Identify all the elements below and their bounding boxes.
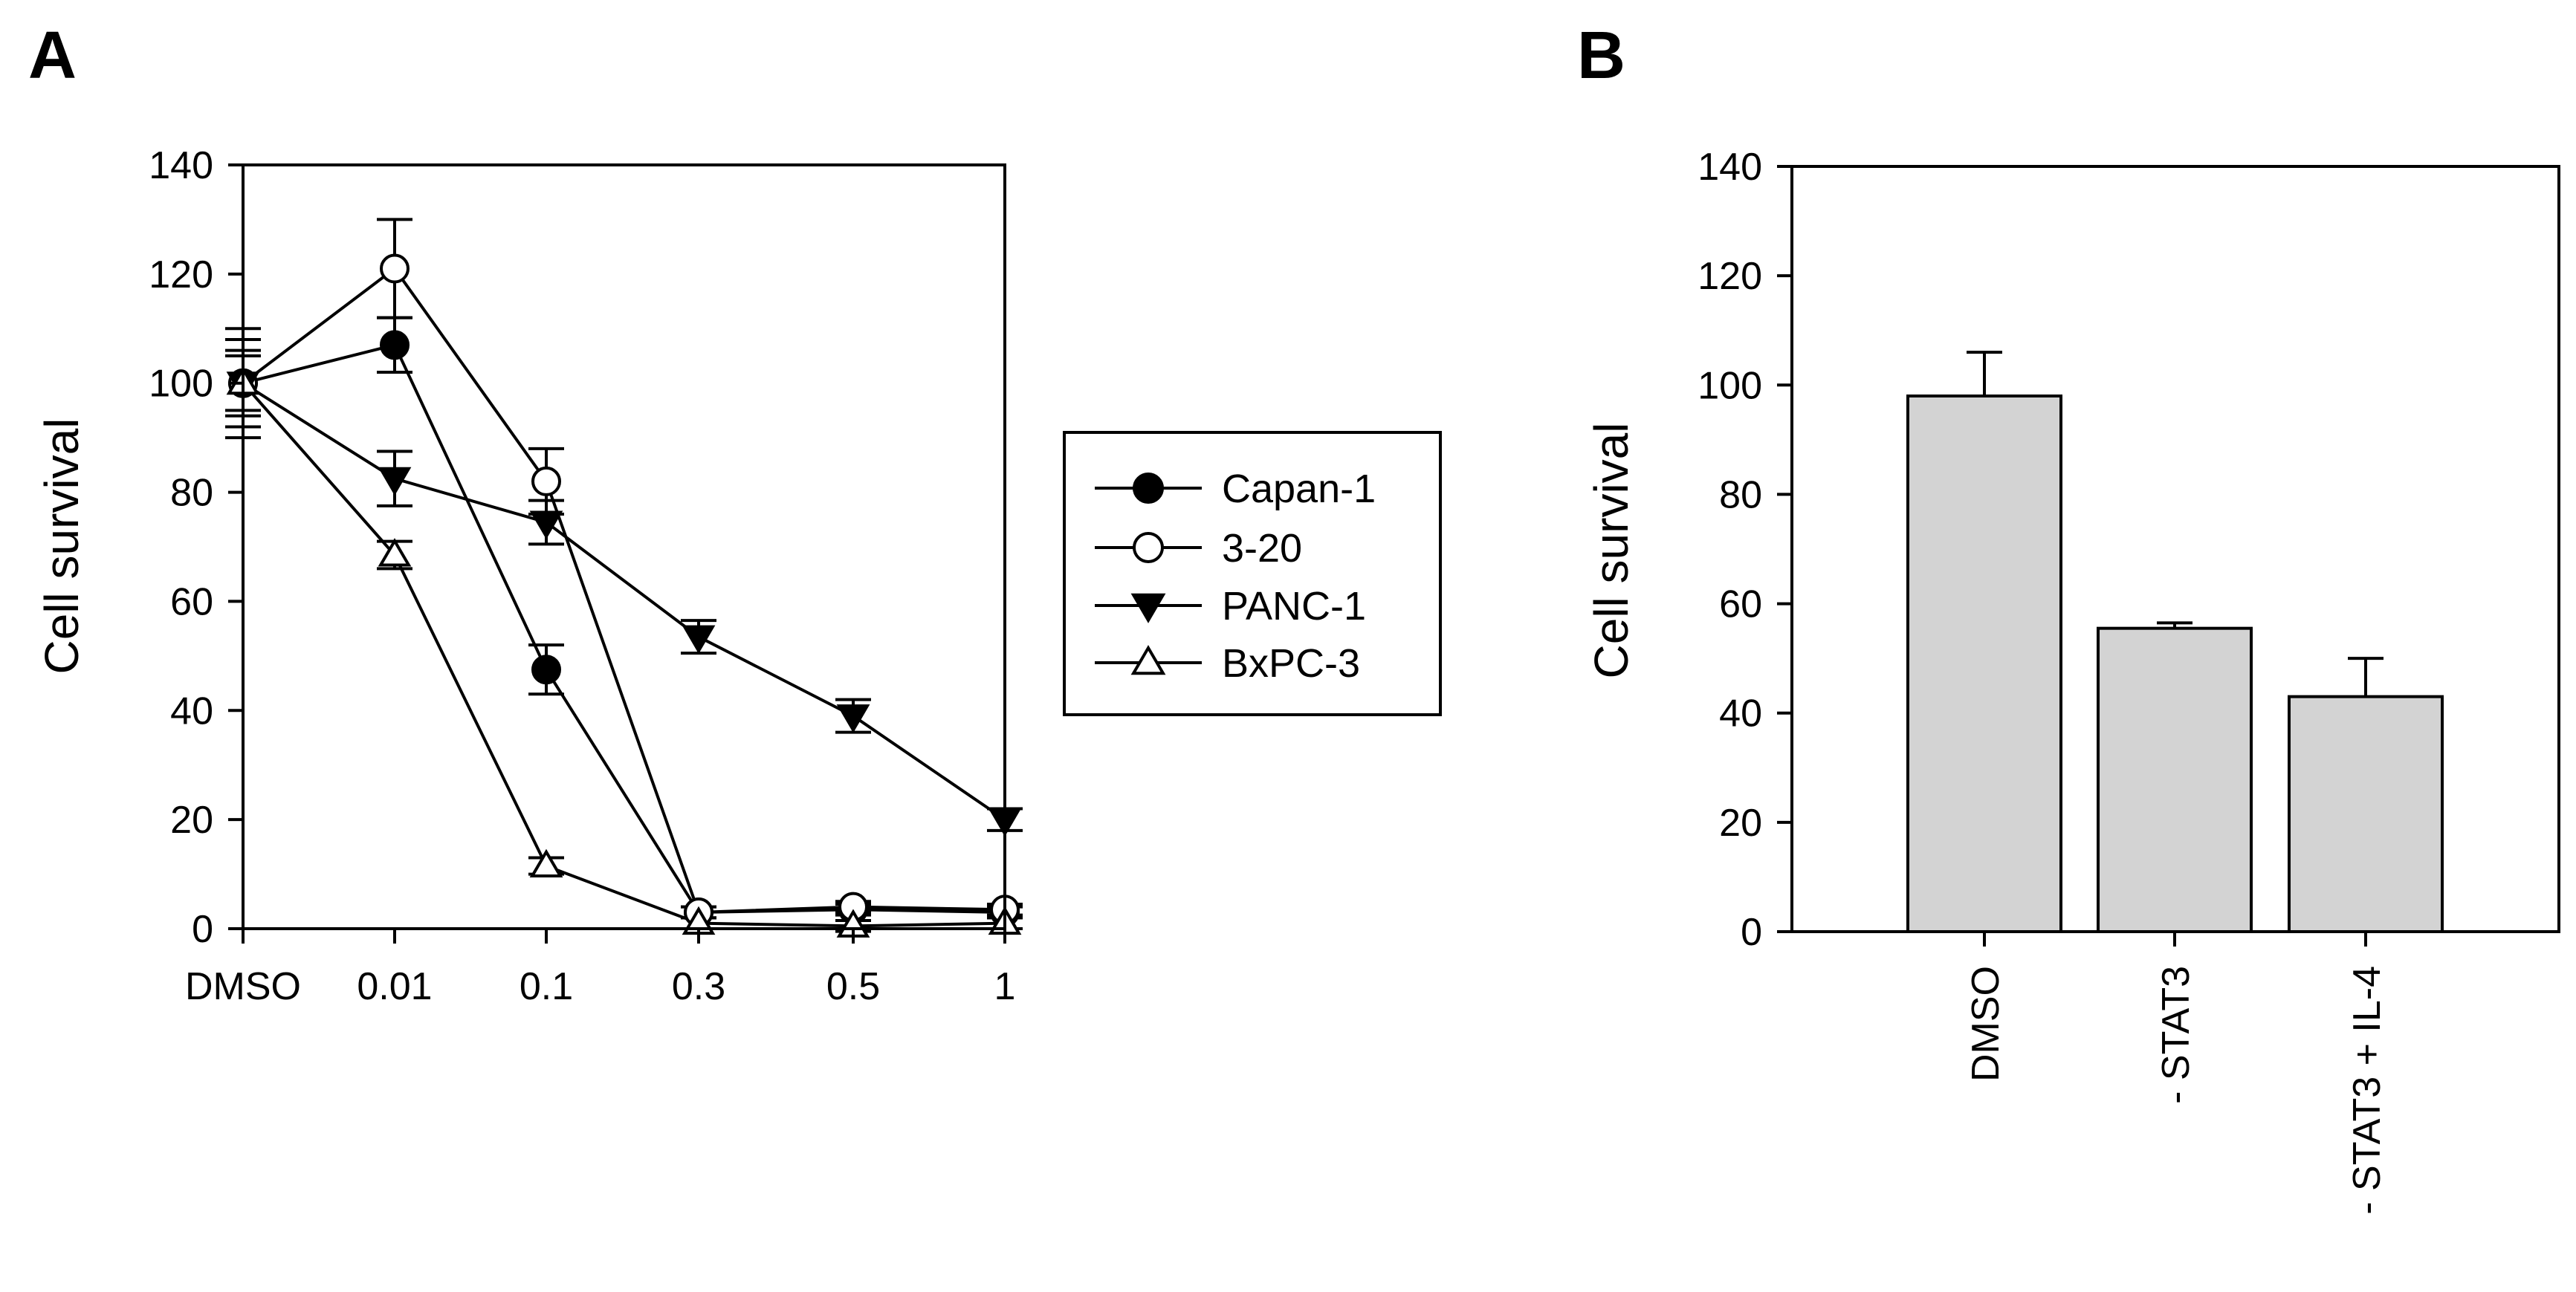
x-tick-label: DMSO [1964,966,2007,1082]
bar-stat3-il-4 [2288,657,2444,934]
y-tick-label: 0 [192,908,213,951]
data-point [529,848,563,878]
panel-a-line-chart: A Cell survival 0 20 40 60 80 100 120 140 DMSO 0… [28,19,1442,1008]
x-tick-label: 1 [994,965,1016,1008]
y-tick-label: 0 [1741,911,1762,954]
x-tick-label: 0.5 [826,965,880,1008]
panel-b-label: B [1577,19,1625,93]
panel-a-label: A [28,19,77,93]
panel-a-legend: Capan-1 3-20 PANC-1 BxPC-3 [1063,431,1442,716]
legend-marker [1130,645,1166,675]
legend-label: BxPC-3 [1222,641,1360,686]
data-point [380,330,410,360]
bar-dmso [1906,351,2062,933]
legend-marker [1133,473,1164,504]
y-tick-label: 80 [170,472,213,515]
y-tick-label: 20 [1719,802,1762,845]
series-capan-1-errorbars [225,316,1023,920]
y-tick-label: 100 [1698,364,1762,407]
data-point [380,253,410,284]
series-capan-1-line [242,343,1006,914]
series-panc-1-markers [226,371,1022,837]
panel-b-bar-chart: B Cell survival 0 20 40 60 80 100 120 140 DMSO -… [1577,19,2560,1215]
y-tick-label: 40 [1719,692,1762,736]
series-bxpc-3-errorbars [225,337,1023,933]
series-panc-1-line [242,382,1006,821]
bar-stat3 [2097,621,2253,934]
panel-b-y-axis-title: Cell survival [1585,423,1638,679]
y-tick-label: 60 [170,580,213,623]
panel-a-plot-frame [242,163,1006,930]
y-tick-label: 100 [149,363,213,406]
legend-marker [1133,532,1164,563]
x-tick-label: DMSO [185,965,301,1008]
x-tick-label: - STAT3 + IL-4 [2346,966,2389,1215]
data-point [682,625,716,655]
y-tick-label: 20 [170,799,213,842]
series-bxpc-3-line [242,382,1006,928]
data-point [531,655,561,685]
bar [2288,695,2444,934]
series-3-20-errorbars [225,218,1023,920]
data-point [378,467,412,496]
data-point [529,510,563,539]
legend-item-capan-1: Capan-1 [1095,467,1376,511]
legend-item-bxpc-3: BxPC-3 [1095,641,1360,686]
legend-item-panc-1: PANC-1 [1095,584,1366,629]
series-capan-1-markers [228,330,1020,927]
x-tick-label: - STAT3 [2155,966,2198,1104]
data-point [378,538,412,567]
data-point [531,466,561,496]
y-tick-label: 80 [1719,473,1762,516]
series-3-20-line [242,266,1006,915]
y-tick-label: 40 [170,689,213,733]
y-tick-label: 140 [1698,146,1762,189]
legend-item-3-20: 3-20 [1095,526,1302,571]
x-tick-label: 0.3 [672,965,725,1008]
legend-box [1063,431,1442,716]
y-tick-label: 60 [1719,583,1762,626]
y-tick-label: 120 [1698,255,1762,298]
y-tick-label: 120 [149,253,213,296]
bar [2097,626,2253,934]
series-bxpc-3-markers [226,366,1022,938]
panel-a-y-axis-title: Cell survival [35,418,88,675]
legend-marker [1130,593,1166,623]
x-tick-label: 0.01 [357,965,432,1008]
x-tick-label: 0.1 [520,965,573,1008]
data-point [836,704,870,733]
y-tick-label: 140 [149,144,213,187]
legend-label: PANC-1 [1222,584,1366,629]
legend-label: Capan-1 [1222,467,1376,511]
legend-label: 3-20 [1222,526,1302,571]
bar [1906,395,2062,933]
